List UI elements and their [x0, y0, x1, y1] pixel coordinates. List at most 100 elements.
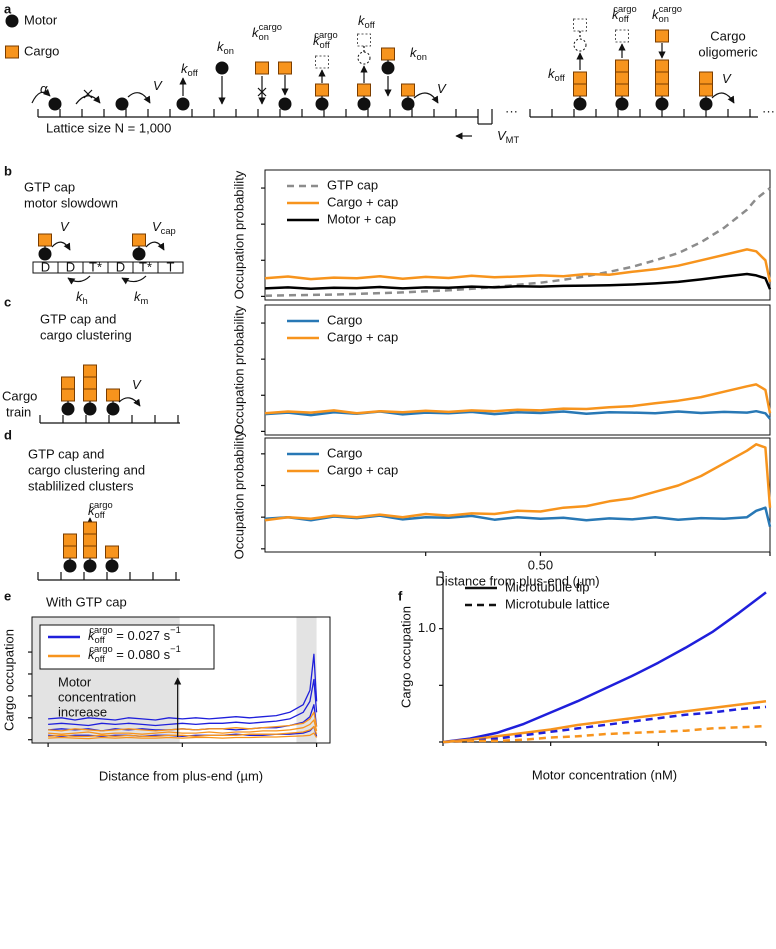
- label-part: cargo: [314, 30, 337, 40]
- data-line: [48, 732, 318, 740]
- label: kh: [76, 289, 88, 306]
- cargo-icon: [615, 59, 629, 73]
- label-part: V: [60, 219, 70, 234]
- panel-label: d: [4, 427, 12, 442]
- panel-label: c: [4, 294, 11, 309]
- label-part: h: [83, 296, 88, 306]
- label-part: V: [132, 377, 142, 392]
- legend-label: Cargo + cap: [327, 462, 398, 477]
- label-part: V: [153, 78, 163, 93]
- label-part: on: [259, 32, 269, 42]
- label-part: k: [88, 503, 96, 518]
- curved-arrow: [31, 88, 51, 104]
- motor-icon: [63, 559, 77, 573]
- chart-title: With GTP cap: [46, 594, 127, 609]
- cargo-icon: [105, 545, 119, 559]
- label-part: off: [619, 14, 630, 24]
- label: Motor: [24, 12, 58, 27]
- cargo-icon: [63, 533, 77, 547]
- label: koffcargo: [313, 30, 338, 50]
- motor-icon: [699, 97, 713, 111]
- cargo-icon: [83, 388, 97, 402]
- label-part: k: [217, 39, 225, 54]
- label: T*: [139, 259, 152, 274]
- legend-label: GTP cap: [327, 177, 378, 192]
- label-part: V: [722, 71, 732, 86]
- label-part: −1: [170, 644, 181, 654]
- label: V: [132, 377, 142, 392]
- label: Vcap: [152, 219, 176, 236]
- label-part: cargo: [613, 4, 636, 14]
- data-line: [48, 725, 318, 738]
- label-part: off: [365, 20, 376, 30]
- x-tick-label: 0.50: [528, 557, 553, 572]
- data-line: [264, 187, 771, 297]
- label: D: [66, 259, 75, 274]
- label-part: cargo: [89, 500, 112, 510]
- data-line: [264, 272, 772, 291]
- x-axis-label: Motor concentration (nM): [532, 767, 677, 782]
- label-part: on: [659, 14, 669, 24]
- data-line: [442, 699, 767, 744]
- label-part: = 0.080 s: [113, 647, 171, 662]
- label: cargo clustering and: [28, 462, 145, 477]
- curved-arrow: [127, 92, 151, 104]
- label-part: k: [76, 289, 84, 304]
- y-axis-label: Occupation probability: [231, 305, 246, 434]
- cargo-icon: [655, 59, 669, 73]
- legend-label: Cargo: [327, 312, 362, 327]
- label-part: off: [95, 654, 106, 664]
- plot-frame: [264, 304, 771, 436]
- label-part: −1: [170, 625, 181, 635]
- data-line: [442, 591, 767, 744]
- label: V: [153, 78, 163, 93]
- cargo-icon: [132, 233, 146, 247]
- motor-icon: [315, 97, 329, 111]
- label-part: off: [95, 635, 106, 645]
- cargo-icon: [615, 29, 629, 43]
- motor-icon: [278, 97, 292, 111]
- data-line: [442, 724, 767, 744]
- motor-icon: [381, 61, 395, 75]
- cargo-icon: [315, 83, 329, 97]
- legend-label: Cargo: [327, 445, 362, 460]
- label: koncargo: [252, 22, 282, 42]
- curved-arrow: [121, 275, 147, 285]
- label: GTP cap and: [28, 446, 104, 461]
- label: koncargo: [652, 4, 682, 24]
- cargo-icon: [381, 47, 395, 61]
- label: koff: [181, 61, 198, 78]
- cargo-icon: [255, 61, 269, 75]
- legend-label: Motor + cap: [327, 211, 396, 226]
- label: T: [167, 259, 175, 274]
- label-part: α: [40, 81, 48, 96]
- curved-arrow: [145, 241, 165, 251]
- label-part: k: [88, 647, 96, 662]
- label: Cargo: [710, 28, 745, 43]
- label: cargo clustering: [40, 327, 132, 342]
- label: GTP cap and: [40, 311, 116, 326]
- data-line: [48, 719, 318, 735]
- label-part: cargo: [259, 22, 282, 32]
- legend-label: Microtubule tip: [505, 579, 590, 594]
- label: kon: [217, 39, 234, 56]
- y-axis-label: Cargo occupation: [398, 606, 413, 708]
- cargo-icon: [615, 83, 629, 97]
- label-part: k: [548, 66, 556, 81]
- label-part: k: [313, 33, 321, 48]
- cargo-icon: [315, 55, 329, 69]
- label-part: k: [252, 25, 260, 40]
- label-part: k: [612, 7, 620, 22]
- cargo-icon: [699, 71, 713, 85]
- label-part: off: [555, 73, 566, 83]
- label-part: cargo: [89, 644, 112, 654]
- cargo-icon: [106, 388, 120, 402]
- cargo-icon: [573, 71, 587, 85]
- plot-frame: [264, 169, 771, 301]
- label: Lattice size N = 1,000: [46, 120, 171, 135]
- legend-label: Cargo + cap: [327, 194, 398, 209]
- cargo-icon: [401, 83, 415, 97]
- cargo-icon: [699, 83, 713, 97]
- label-part: k: [358, 13, 366, 28]
- label: V: [437, 81, 447, 96]
